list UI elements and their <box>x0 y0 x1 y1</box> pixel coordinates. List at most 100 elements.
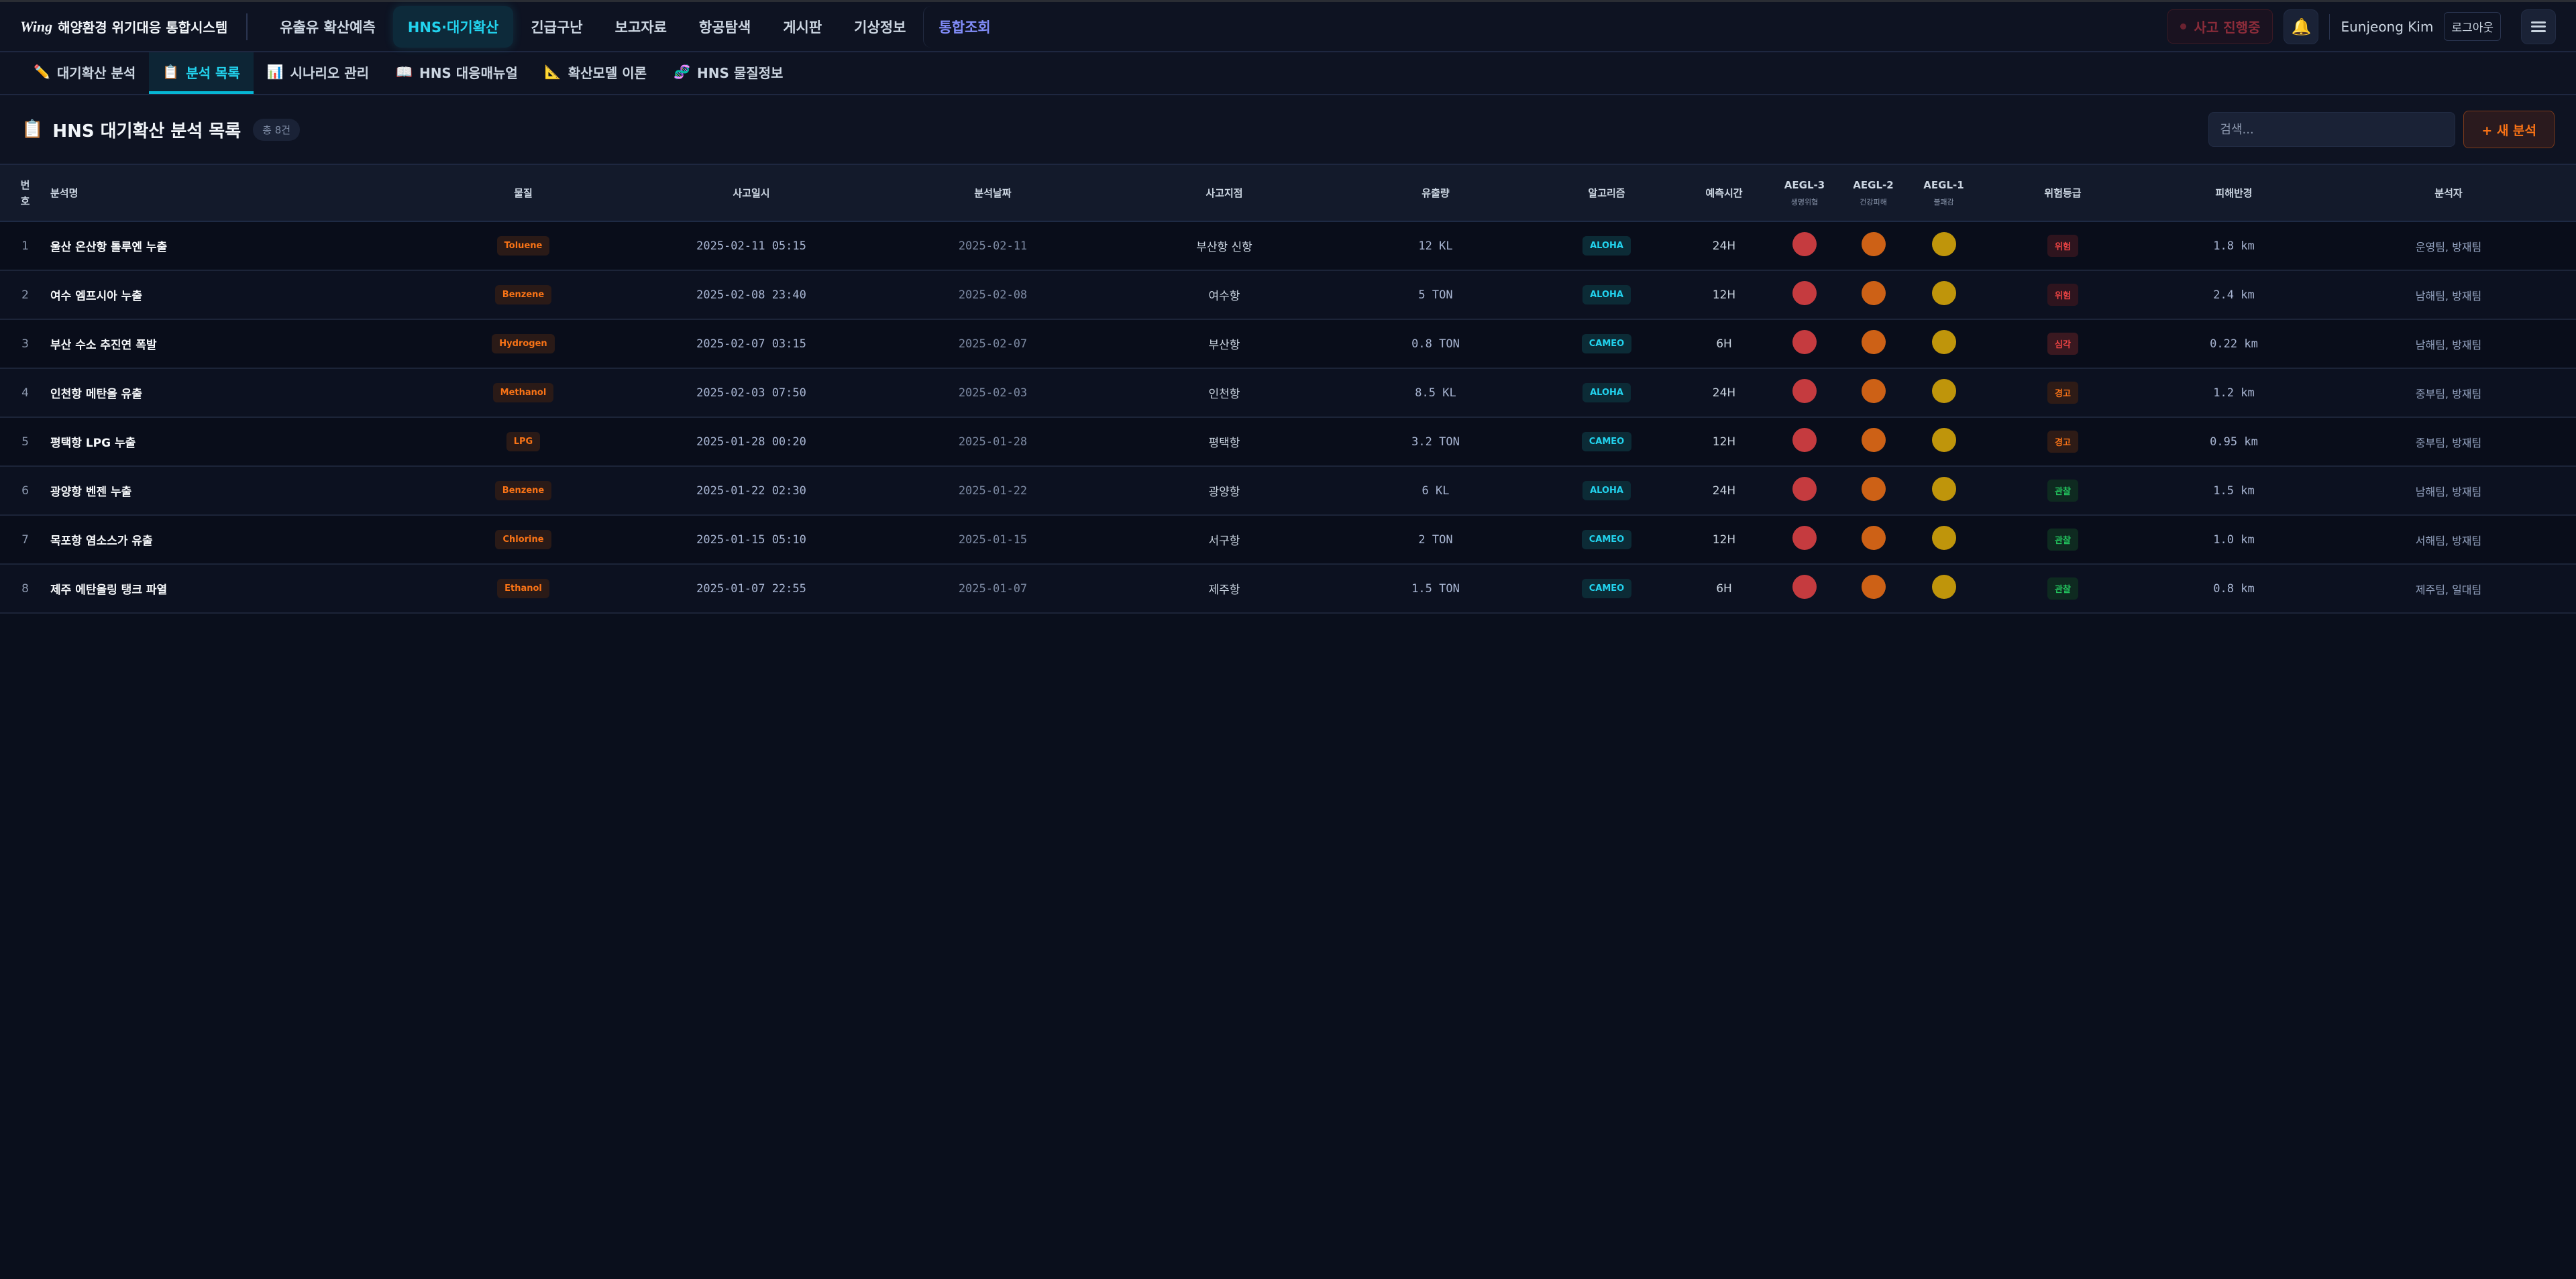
aegl1-indicator-icon <box>1931 281 1956 305</box>
analyst: 남해팀, 방재팀 <box>2321 466 2576 516</box>
aegl1-indicator-icon <box>1931 379 1956 403</box>
aegl2-label: AEGL-2 <box>1853 178 1894 191</box>
incident-time: 2025-02-11 05:15 <box>631 221 872 271</box>
nav-item-7[interactable]: 통합조회 <box>923 5 1005 48</box>
nav-item-3[interactable]: 보고자료 <box>614 19 667 36</box>
analysis-date: 2025-02-08 <box>872 270 1114 320</box>
nav-item-0[interactable]: 유출유 확산예측 <box>280 19 376 36</box>
nav-item-5[interactable]: 게시판 <box>783 19 822 36</box>
tab-3[interactable]: 📖 HNS 대응매뉴얼 <box>382 52 531 94</box>
risk-badge: 심각 <box>2047 333 2078 355</box>
col-incident-time[interactable]: 사고일시 <box>631 165 872 222</box>
app-logo[interactable]: Wing 해양환경 위기대응 통합시스템 <box>20 13 248 40</box>
search-input[interactable] <box>2208 112 2456 147</box>
substance-cell: Methanol <box>416 368 631 418</box>
location: 부산항 신항 <box>1114 221 1335 271</box>
incident-status-button[interactable]: 사고 진행중 <box>2167 9 2273 44</box>
tab-0[interactable]: ✏️ 대기확산 분석 <box>20 52 149 94</box>
col-risk[interactable]: 위험등급 <box>1979 165 2147 222</box>
aegl1-cell <box>1909 564 1979 614</box>
aegl2-cell <box>1838 270 1909 320</box>
table-row[interactable]: 7 목포항 염소스가 유출 Chlorine 2025-01-15 05:10 2025… <box>0 515 2576 565</box>
aegl2-cell <box>1838 417 1909 467</box>
analysis-name[interactable]: 울산 온산항 톨루엔 누출 <box>50 221 416 271</box>
aegl2-sublabel: 건강피해 <box>1860 197 1887 207</box>
table-row[interactable]: 8 제주 에탄올링 탱크 파열 Ethanol 2025-01-07 22:55 202… <box>0 564 2576 614</box>
new-analysis-button[interactable]: + 새 분석 <box>2463 111 2555 148</box>
col-aegl3[interactable]: AEGL-3 생명위협 <box>1771 165 1838 222</box>
analysis-name[interactable]: 목포항 염소스가 유출 <box>50 515 416 565</box>
aegl2-indicator-icon <box>1861 281 1886 305</box>
tab-2[interactable]: 📊 시나리오 관리 <box>254 52 382 94</box>
nav-item-1[interactable]: HNS·대기확산 <box>392 5 514 48</box>
menu-button[interactable] <box>2521 9 2556 44</box>
aegl1-indicator-icon <box>1931 232 1956 256</box>
table-row[interactable]: 4 인천항 메탄올 유출 Methanol 2025-02-03 07:50 2025-… <box>0 368 2576 418</box>
col-aegl2[interactable]: AEGL-2 건강피해 <box>1838 165 1909 222</box>
aegl1-cell <box>1909 221 1979 271</box>
analyst: 제주팀, 일대팀 <box>2321 564 2576 614</box>
analyst: 중부팀, 방재팀 <box>2321 368 2576 418</box>
tab-1[interactable]: 📋 분석 목록 <box>149 52 254 94</box>
amount: 1.5 TON <box>1335 564 1536 614</box>
aegl1-cell <box>1909 515 1979 565</box>
tab-label: 확산모델 이론 <box>568 64 647 81</box>
analysis-name[interactable]: 광양항 벤젠 누출 <box>50 466 416 516</box>
top-header: Wing 해양환경 위기대응 통합시스템 유출유 확산예측 HNS·대기확산 긴급구… <box>0 0 2576 52</box>
analyst: 남해팀, 방재팀 <box>2321 270 2576 320</box>
risk-cell: 심각 <box>1979 319 2147 369</box>
analysis-name[interactable]: 평택항 LPG 누출 <box>50 417 416 467</box>
aegl2-indicator-icon <box>1861 526 1886 550</box>
aegl2-indicator-icon <box>1861 428 1886 452</box>
tab-icon: 📖 <box>396 64 413 80</box>
analysis-table: 번 호 분석명 물질 사고일시 분석날짜 사고지점 유출량 알고리즘 예측시간 … <box>0 165 2576 614</box>
table-row[interactable]: 5 평택항 LPG 누출 LPG 2025-01-28 00:20 2025-01-28… <box>0 417 2576 467</box>
algorithm-badge: ALOHA <box>1582 383 1631 402</box>
table-row[interactable]: 6 광양항 벤젠 누출 Benzene 2025-01-22 02:30 2025-01… <box>0 466 2576 516</box>
analysis-name[interactable]: 인천항 메탄올 유출 <box>50 368 416 418</box>
aegl1-indicator-icon <box>1931 477 1956 501</box>
col-algorithm[interactable]: 알고리즘 <box>1536 165 1677 222</box>
col-substance[interactable]: 물질 <box>416 165 631 222</box>
table-row[interactable]: 2 여수 엠프시아 누출 Benzene 2025-02-08 23:40 2025-0… <box>0 270 2576 320</box>
col-forecast[interactable]: 예측시간 <box>1677 165 1771 222</box>
col-location[interactable]: 사고지점 <box>1114 165 1335 222</box>
aegl3-cell <box>1771 270 1838 320</box>
analysis-date: 2025-02-11 <box>872 221 1114 271</box>
radius: 0.95 km <box>2147 417 2321 467</box>
notification-button[interactable]: 🔔 <box>2284 9 2319 44</box>
aegl1-indicator-icon <box>1931 330 1956 354</box>
risk-cell: 관찰 <box>1979 466 2147 516</box>
aegl1-indicator-icon <box>1931 526 1956 550</box>
tab-4[interactable]: 📐 확산모델 이론 <box>531 52 660 94</box>
analyst: 운영팀, 방재팀 <box>2321 221 2576 271</box>
tab-icon: 📊 <box>266 64 284 80</box>
col-no[interactable]: 번 호 <box>0 165 50 222</box>
divider <box>2329 13 2330 40</box>
analysis-date: 2025-02-03 <box>872 368 1114 418</box>
col-radius[interactable]: 피해반경 <box>2147 165 2321 222</box>
forecast: 24H <box>1677 368 1771 418</box>
col-analyst[interactable]: 분석자 <box>2321 165 2576 222</box>
location: 평택항 <box>1114 417 1335 467</box>
nav-item-6[interactable]: 기상정보 <box>854 19 906 36</box>
aegl2-cell <box>1838 368 1909 418</box>
nav-item-4[interactable]: 항공탐색 <box>698 19 751 36</box>
analysis-name[interactable]: 제주 에탄올링 탱크 파열 <box>50 564 416 614</box>
algorithm-badge: CAMEO <box>1581 432 1632 451</box>
nav-item-2[interactable]: 긴급구난 <box>531 19 583 36</box>
col-amount[interactable]: 유출량 <box>1335 165 1536 222</box>
analysis-name[interactable]: 부산 수소 추진연 폭발 <box>50 319 416 369</box>
col-analysis-date[interactable]: 분석날짜 <box>872 165 1114 222</box>
radius: 1.0 km <box>2147 515 2321 565</box>
table-row[interactable]: 1 울산 온산항 톨루엔 누출 Toluene 2025-02-11 05:15 202… <box>0 221 2576 271</box>
hamburger-icon <box>2531 21 2546 32</box>
col-aegl1[interactable]: AEGL-1 불쾌감 <box>1909 165 1979 222</box>
logout-button[interactable]: 로그아웃 <box>2444 12 2501 41</box>
analysis-date: 2025-02-07 <box>872 319 1114 369</box>
analysis-name[interactable]: 여수 엠프시아 누출 <box>50 270 416 320</box>
col-name[interactable]: 분석명 <box>50 165 416 222</box>
amount: 5 TON <box>1335 270 1536 320</box>
tab-5[interactable]: 🧬 HNS 물질정보 <box>660 52 796 94</box>
table-row[interactable]: 3 부산 수소 추진연 폭발 Hydrogen 2025-02-07 03:15 202… <box>0 319 2576 369</box>
